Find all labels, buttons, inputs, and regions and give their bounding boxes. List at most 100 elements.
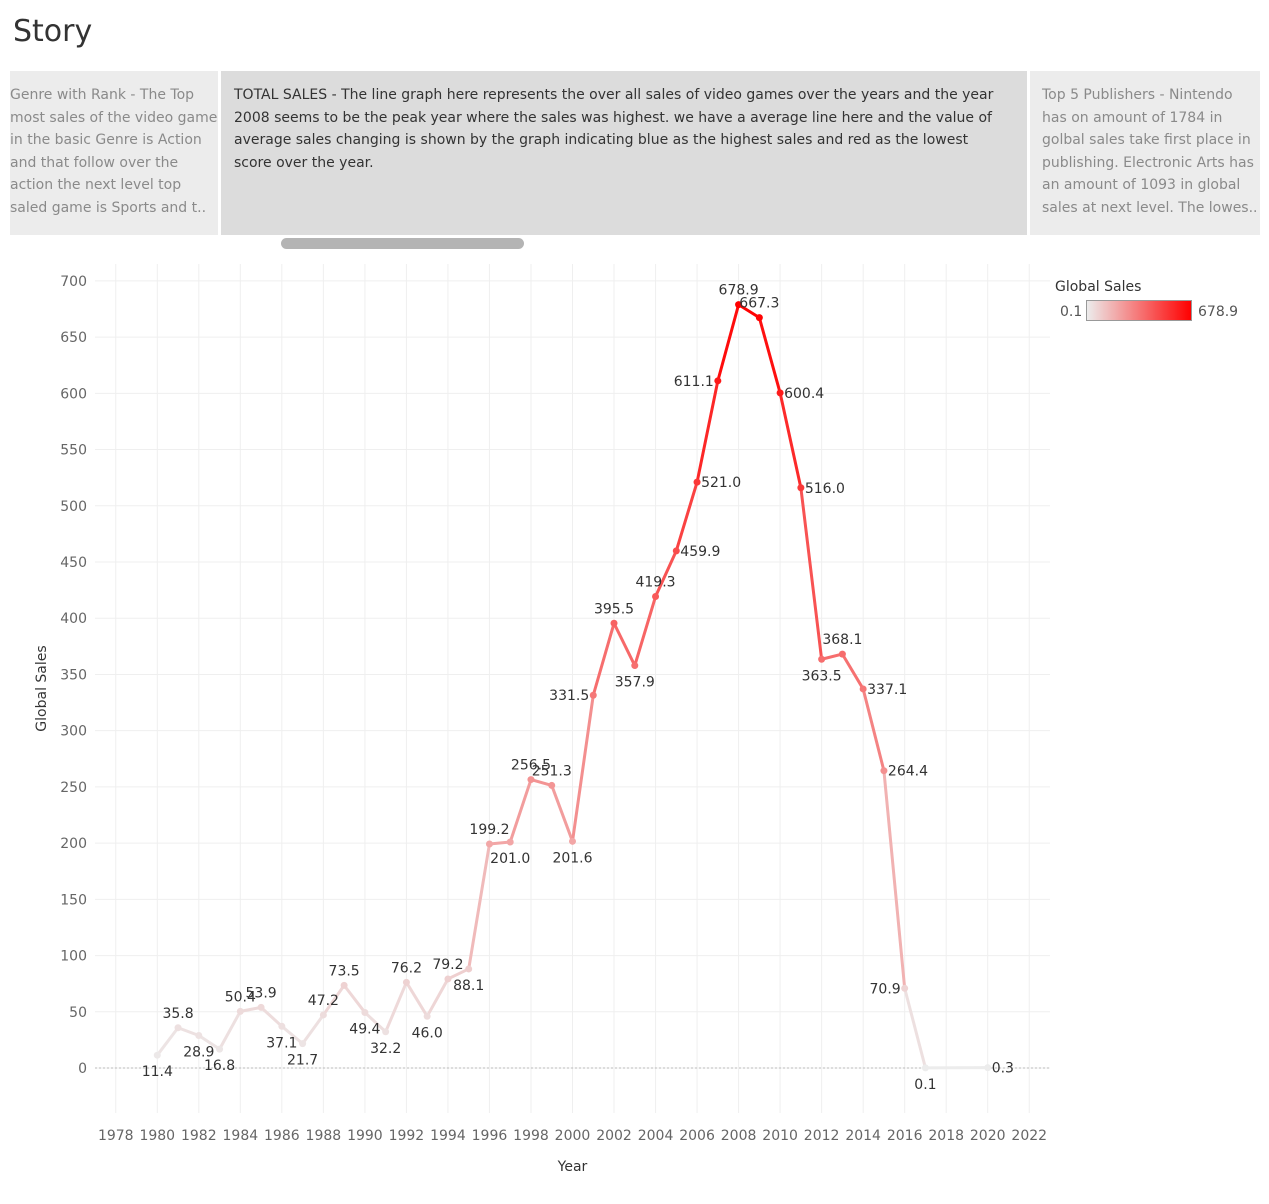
series-line-segment bbox=[425, 977, 450, 1018]
series-line-segment bbox=[259, 1005, 284, 1028]
data-point bbox=[631, 662, 639, 670]
series-line-segment bbox=[695, 379, 720, 484]
series-line-segment bbox=[840, 652, 865, 691]
data-point bbox=[797, 484, 805, 492]
line-chart: 0 50 100 150 200 250 300 350 400 450 500 550 600 650 7… bbox=[34, 264, 1050, 1175]
data-point bbox=[776, 389, 784, 397]
data-point bbox=[921, 1064, 929, 1072]
data-label: 264.4 bbox=[888, 764, 928, 780]
data-label: 46.0 bbox=[412, 1025, 443, 1041]
data-point bbox=[901, 984, 909, 992]
series-line-segment bbox=[737, 303, 761, 320]
data-label: 395.5 bbox=[594, 601, 634, 617]
data-point bbox=[195, 1032, 203, 1040]
series-line-segment bbox=[238, 1005, 263, 1013]
y-tick-label: 350 bbox=[60, 667, 87, 683]
data-point bbox=[714, 377, 722, 385]
x-tick-label: 2018 bbox=[928, 1128, 964, 1144]
data-label: 251.3 bbox=[532, 763, 572, 779]
data-point bbox=[859, 685, 867, 693]
data-point bbox=[216, 1045, 224, 1053]
data-label: 256.5 bbox=[511, 758, 551, 774]
data-point bbox=[755, 314, 763, 322]
series-line-segment bbox=[529, 778, 554, 787]
data-label: 459.9 bbox=[680, 544, 720, 560]
y-tick-label: 400 bbox=[60, 611, 87, 627]
series-line-segment bbox=[591, 621, 616, 697]
story-point-text: Top 5 Publishers - Nintendo has on amoun… bbox=[1042, 87, 1258, 216]
y-tick-label: 250 bbox=[60, 780, 87, 796]
series-line-segment bbox=[757, 316, 782, 395]
legend-title: Global Sales bbox=[1055, 279, 1142, 295]
series-line-segment bbox=[674, 480, 699, 553]
x-tick-label: 1996 bbox=[472, 1128, 508, 1144]
y-tick-label: 600 bbox=[60, 386, 87, 402]
y-tick-label: 200 bbox=[60, 836, 87, 852]
data-point bbox=[569, 837, 576, 845]
y-axis-title: Global Sales bbox=[34, 645, 50, 731]
x-tick-label: 1998 bbox=[513, 1128, 549, 1144]
x-tick-label: 1984 bbox=[223, 1128, 259, 1144]
data-point bbox=[319, 1011, 327, 1019]
story-point-genre[interactable]: Genre with Rank - The Top most sales of … bbox=[10, 71, 218, 235]
x-tick-label: 1988 bbox=[306, 1128, 342, 1144]
data-label: 70.9 bbox=[870, 981, 901, 997]
data-point bbox=[382, 1028, 390, 1036]
data-label: 76.2 bbox=[391, 960, 422, 976]
data-label: 49.4 bbox=[349, 1021, 380, 1037]
x-tick-label: 2014 bbox=[845, 1128, 881, 1144]
series-line-segment bbox=[197, 1034, 222, 1051]
data-label: 35.8 bbox=[162, 1006, 193, 1022]
data-label: 88.1 bbox=[453, 978, 484, 994]
data-label: 21.7 bbox=[287, 1053, 318, 1069]
data-label: 600.4 bbox=[784, 386, 824, 402]
x-tick-label: 1994 bbox=[430, 1128, 466, 1144]
y-tick-label: 450 bbox=[60, 555, 87, 571]
x-tick-label: 2016 bbox=[887, 1128, 923, 1144]
series-line-segment bbox=[321, 983, 346, 1017]
data-label: 50.4 bbox=[225, 989, 256, 1005]
data-point bbox=[818, 655, 826, 663]
y-tick-label: 300 bbox=[60, 724, 87, 740]
data-point bbox=[278, 1022, 286, 1030]
story-point-total-sales[interactable]: TOTAL SALES - The line graph here repres… bbox=[221, 71, 1027, 235]
legend-max-label: 678.9 bbox=[1198, 304, 1239, 320]
data-point bbox=[402, 978, 410, 986]
story-point-publishers[interactable]: Top 5 Publishers - Nintendo has on amoun… bbox=[1030, 71, 1260, 235]
x-tick-label: 1978 bbox=[98, 1128, 134, 1144]
x-tick-label: 2006 bbox=[679, 1128, 715, 1144]
y-tick-label: 0 bbox=[78, 1061, 87, 1077]
x-tick-label: 2004 bbox=[638, 1128, 674, 1144]
x-tick-label: 2000 bbox=[555, 1128, 591, 1144]
x-axis-title: Year bbox=[557, 1159, 588, 1175]
series-line-segment bbox=[467, 842, 491, 971]
data-point bbox=[174, 1024, 182, 1032]
legend-min-label: 0.1 bbox=[1060, 304, 1083, 320]
navigator-scrollbar[interactable] bbox=[281, 238, 524, 249]
series-line-segment bbox=[363, 1010, 388, 1034]
data-label: 37.1 bbox=[266, 1035, 297, 1051]
data-label: 47.2 bbox=[308, 993, 339, 1009]
data-point bbox=[299, 1040, 307, 1048]
y-tick-label: 650 bbox=[60, 330, 87, 346]
y-tick-label: 50 bbox=[69, 1005, 87, 1021]
data-label: 201.0 bbox=[490, 851, 530, 867]
data-point bbox=[984, 1064, 992, 1072]
series-line-segment bbox=[550, 783, 574, 843]
series-line-segment bbox=[404, 980, 429, 1018]
series-line-segment bbox=[778, 391, 803, 490]
data-point bbox=[880, 767, 888, 775]
series-line-segment bbox=[508, 778, 533, 844]
data-point bbox=[257, 1003, 265, 1011]
series-line-segment bbox=[342, 983, 367, 1014]
x-tick-label: 2020 bbox=[970, 1128, 1006, 1144]
data-point bbox=[652, 593, 660, 601]
series-line-segment bbox=[218, 1009, 242, 1051]
y-tick-label: 500 bbox=[60, 499, 87, 515]
series-line-segment bbox=[176, 1026, 201, 1038]
data-point bbox=[610, 619, 618, 627]
series-line-segment bbox=[633, 595, 658, 668]
data-label: 667.3 bbox=[739, 296, 779, 312]
x-tick-label: 2002 bbox=[596, 1128, 632, 1144]
data-label: 363.5 bbox=[802, 668, 842, 684]
